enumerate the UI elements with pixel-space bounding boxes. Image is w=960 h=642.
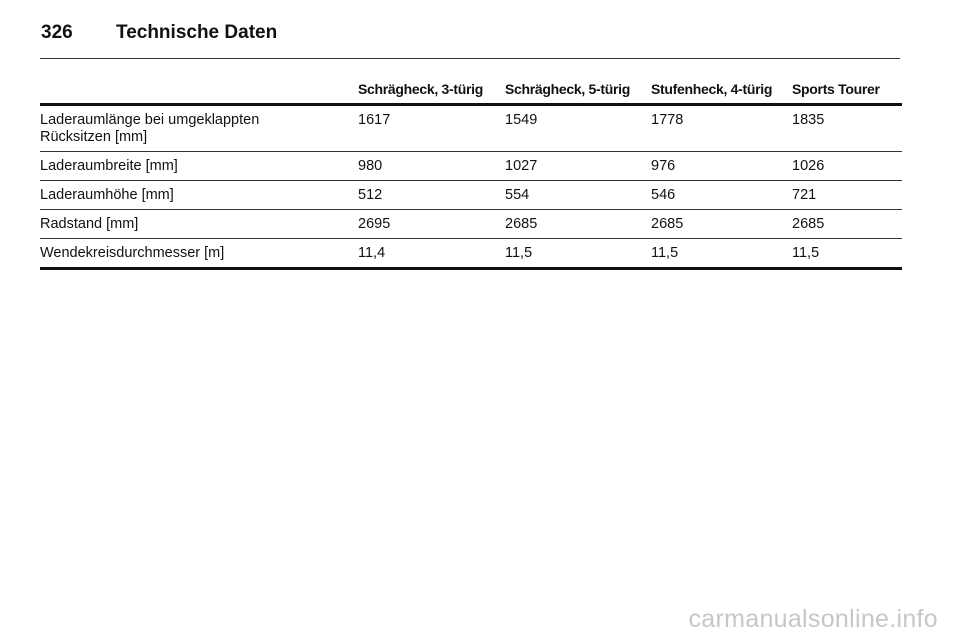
row-label: Laderaumhöhe [mm] xyxy=(40,180,358,210)
table-header-row: Schrägheck, 3-türig Schrägheck, 5-türig … xyxy=(40,79,902,106)
table-cell: 976 xyxy=(651,151,792,181)
column-header-label xyxy=(40,79,358,106)
table-cell: 1835 xyxy=(792,104,902,152)
table-cell: 11,5 xyxy=(505,238,651,270)
table-cell: 1027 xyxy=(505,151,651,181)
row-label: Laderaumlänge bei umgeklappten Rücksitze… xyxy=(40,104,358,152)
table-row: Wendekreisdurchmesser [m] 11,4 11,5 11,5… xyxy=(40,238,902,270)
row-label: Laderaumbreite [mm] xyxy=(40,151,358,181)
table-row: Radstand [mm] 2695 2685 2685 2685 xyxy=(40,209,902,239)
page-header: 326 Technische Daten xyxy=(40,18,900,59)
column-header-hatchback-3-door: Schrägheck, 3-türig xyxy=(358,79,505,106)
table-row: Laderaumbreite [mm] 980 1027 976 1026 xyxy=(40,151,902,181)
table-cell: 2685 xyxy=(792,209,902,239)
table-cell: 1778 xyxy=(651,104,792,152)
specifications-table: Schrägheck, 3-türig Schrägheck, 5-türig … xyxy=(40,79,902,270)
column-header-sports-tourer: Sports Tourer xyxy=(792,79,902,106)
table-cell: 1549 xyxy=(505,104,651,152)
table-cell: 11,5 xyxy=(651,238,792,270)
table-cell: 2685 xyxy=(651,209,792,239)
column-header-sedan-4-door: Stufenheck, 4-türig xyxy=(651,79,792,106)
table-cell: 554 xyxy=(505,180,651,210)
page-number: 326 xyxy=(41,22,73,43)
row-label: Wendekreisdurchmesser [m] xyxy=(40,238,358,270)
table-cell: 2695 xyxy=(358,209,505,239)
table-cell: 546 xyxy=(651,180,792,210)
row-label-line: Rücksitzen [mm] xyxy=(40,129,148,145)
table-cell: 1617 xyxy=(358,104,505,152)
table-cell: 11,5 xyxy=(792,238,902,270)
row-label-line: Laderaumlänge bei umgeklappten xyxy=(40,112,260,128)
table-cell: 1026 xyxy=(792,151,902,181)
table-cell: 721 xyxy=(792,180,902,210)
table-cell: 2685 xyxy=(505,209,651,239)
page-title: Technische Daten xyxy=(116,22,278,43)
row-label: Radstand [mm] xyxy=(40,209,358,239)
table-row: Laderaumhöhe [mm] 512 554 546 721 xyxy=(40,180,902,210)
table-cell: 512 xyxy=(358,180,505,210)
table-cell: 11,4 xyxy=(358,238,505,270)
watermark: carmanualsonline.info xyxy=(688,605,938,633)
table-cell: 980 xyxy=(358,151,505,181)
column-header-hatchback-5-door: Schrägheck, 5-türig xyxy=(505,79,651,106)
table-row: Laderaumlänge bei umgeklappten Rücksitze… xyxy=(40,104,902,152)
